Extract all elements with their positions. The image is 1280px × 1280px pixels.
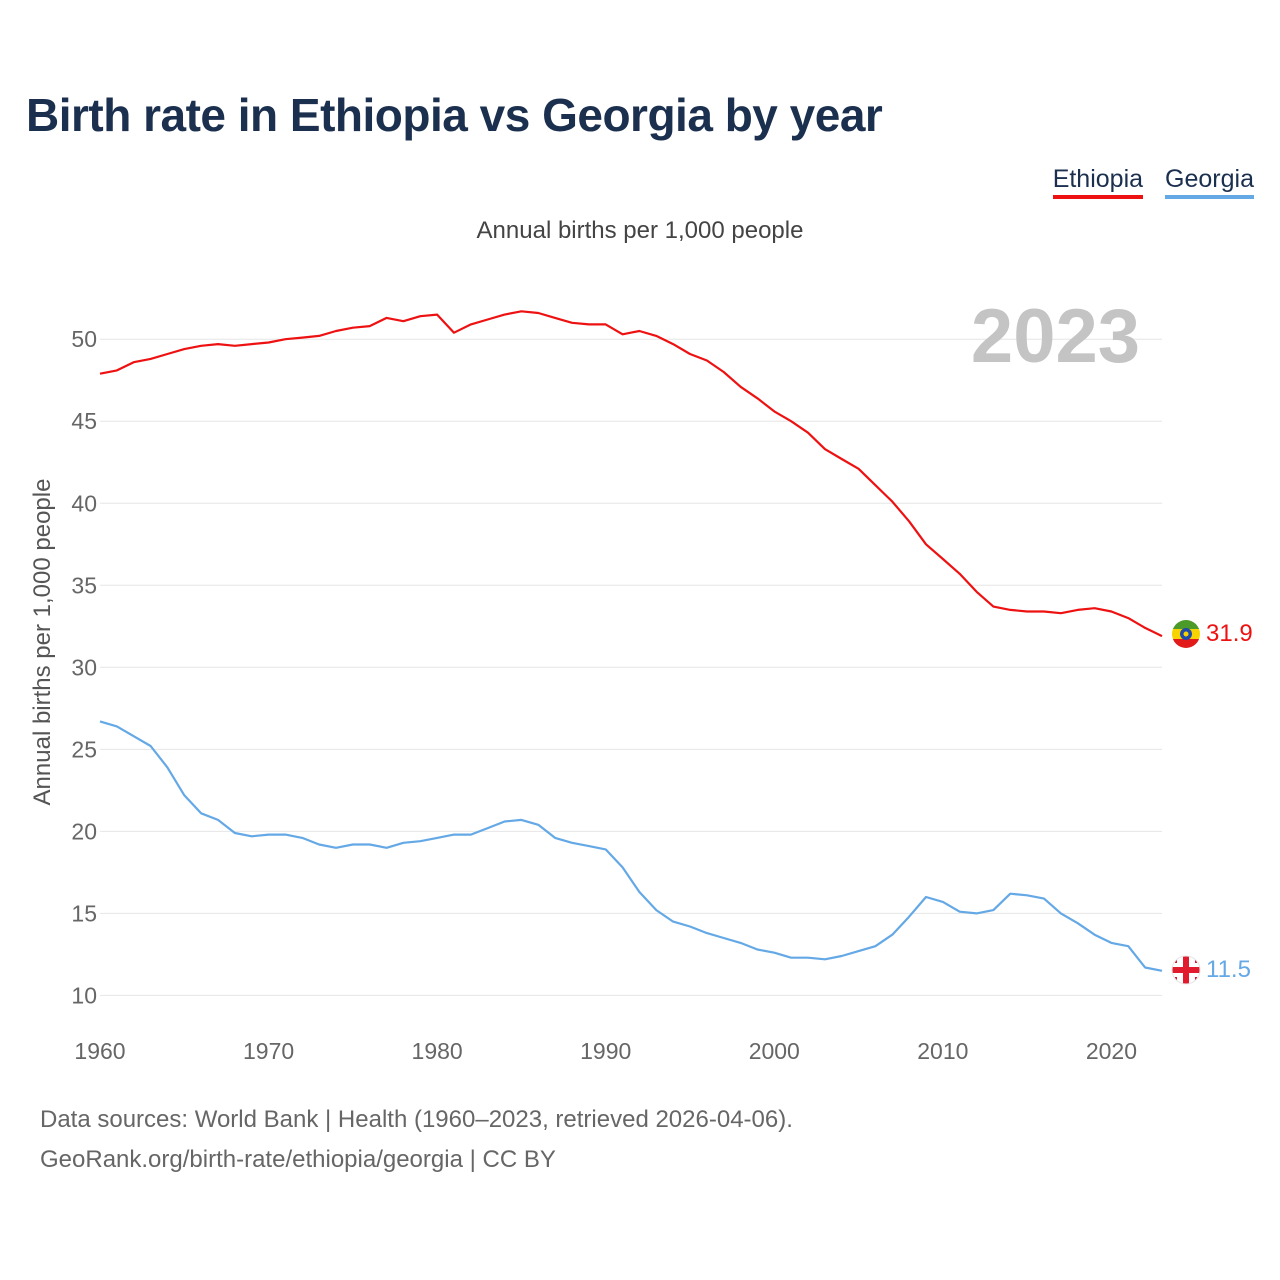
gridlines xyxy=(100,338,1162,996)
x-tick-label: 1970 xyxy=(243,1038,294,1064)
y-axis-label: Annual births per 1,000 people xyxy=(29,479,56,806)
end-label-ethiopia: 31.9 xyxy=(1206,620,1253,647)
x-axis-ticks: 1960 1970 1980 1990 2000 2010 2020 xyxy=(74,1038,1137,1064)
y-tick-label: 45 xyxy=(71,408,97,434)
y-tick-label: 50 xyxy=(71,326,97,352)
x-tick-label: 2020 xyxy=(1086,1038,1137,1064)
year-label: 2023 xyxy=(971,294,1140,379)
y-tick-label: 15 xyxy=(71,900,97,926)
x-tick-label: 1960 xyxy=(74,1038,125,1064)
legend-item-georgia[interactable]: Georgia xyxy=(1165,165,1254,199)
x-tick-label: 2000 xyxy=(749,1038,800,1064)
x-tick-label: 1980 xyxy=(412,1038,463,1064)
y-tick-label: 40 xyxy=(71,490,97,516)
x-tick-label: 2010 xyxy=(917,1038,968,1064)
series-line-ethiopia xyxy=(99,310,1163,638)
legend-item-ethiopia[interactable]: Ethiopia xyxy=(1052,165,1144,199)
series-lines xyxy=(99,310,1163,972)
y-tick-label: 20 xyxy=(71,818,97,844)
y-tick-label: 35 xyxy=(71,572,97,598)
footer-credit: GeoRank.org/birth-rate/ethiopia/georgia … xyxy=(40,1146,556,1173)
legend: Ethiopia Georgia xyxy=(1052,165,1254,199)
georgia-flag-icon xyxy=(1172,956,1200,984)
x-tick-label: 1990 xyxy=(580,1038,631,1064)
chart-subtitle: Annual births per 1,000 people xyxy=(476,217,804,244)
footer-sources: Data sources: World Bank | Health (1960–… xyxy=(40,1106,793,1133)
y-tick-label: 10 xyxy=(71,982,97,1008)
end-label-georgia: 11.5 xyxy=(1206,956,1251,983)
y-tick-label: 25 xyxy=(71,736,97,762)
chart-title: Birth rate in Ethiopia vs Georgia by yea… xyxy=(26,89,883,141)
ethiopia-flag-icon xyxy=(1172,620,1200,648)
y-axis-ticks: 10 15 20 25 30 35 40 45 50 xyxy=(71,326,97,1008)
y-tick-label: 30 xyxy=(71,654,97,680)
series-line-georgia xyxy=(99,720,1163,972)
